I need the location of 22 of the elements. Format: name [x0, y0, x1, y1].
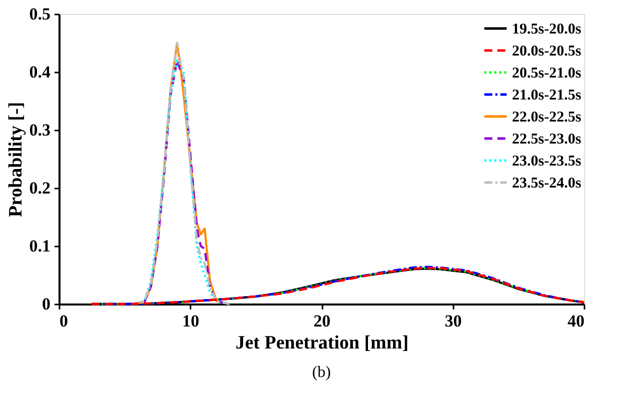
y-tick-label: 0.3 [29, 120, 50, 140]
legend-label: 20.0s-20.5s [512, 44, 582, 60]
y-tick-label: 0.5 [29, 4, 50, 24]
text: (b) [312, 364, 331, 381]
x-tick-label: 20 [314, 312, 330, 330]
legend-label: 23.5s-24.0s [512, 176, 582, 192]
y-tick-label: 0.1 [29, 236, 50, 256]
x-tick-label: 0 [60, 312, 68, 330]
y-tick-label: 0.4 [29, 62, 51, 82]
x-tick-label: 30 [444, 312, 462, 330]
x-tick-label: 40 [568, 312, 584, 330]
legend-label: 19.5s-20.0s [512, 22, 582, 38]
x-axis-title: Jet Penetration [mm] [235, 332, 409, 354]
x-tick-label: 10 [182, 312, 200, 330]
legend-label: 23.0s-23.5s [512, 154, 582, 170]
legend-label: 20.5s-21.0s [512, 66, 582, 82]
y-axis-title: Probability [-] [5, 102, 26, 218]
y-tick-label: 0 [42, 294, 50, 314]
y-tick-label: 0.2 [29, 178, 50, 198]
legend-label: 22.0s-22.5s [512, 110, 582, 126]
legend-label: 22.5s-23.0s [512, 132, 582, 148]
legend-label: 21.0s-21.5s [512, 88, 582, 104]
